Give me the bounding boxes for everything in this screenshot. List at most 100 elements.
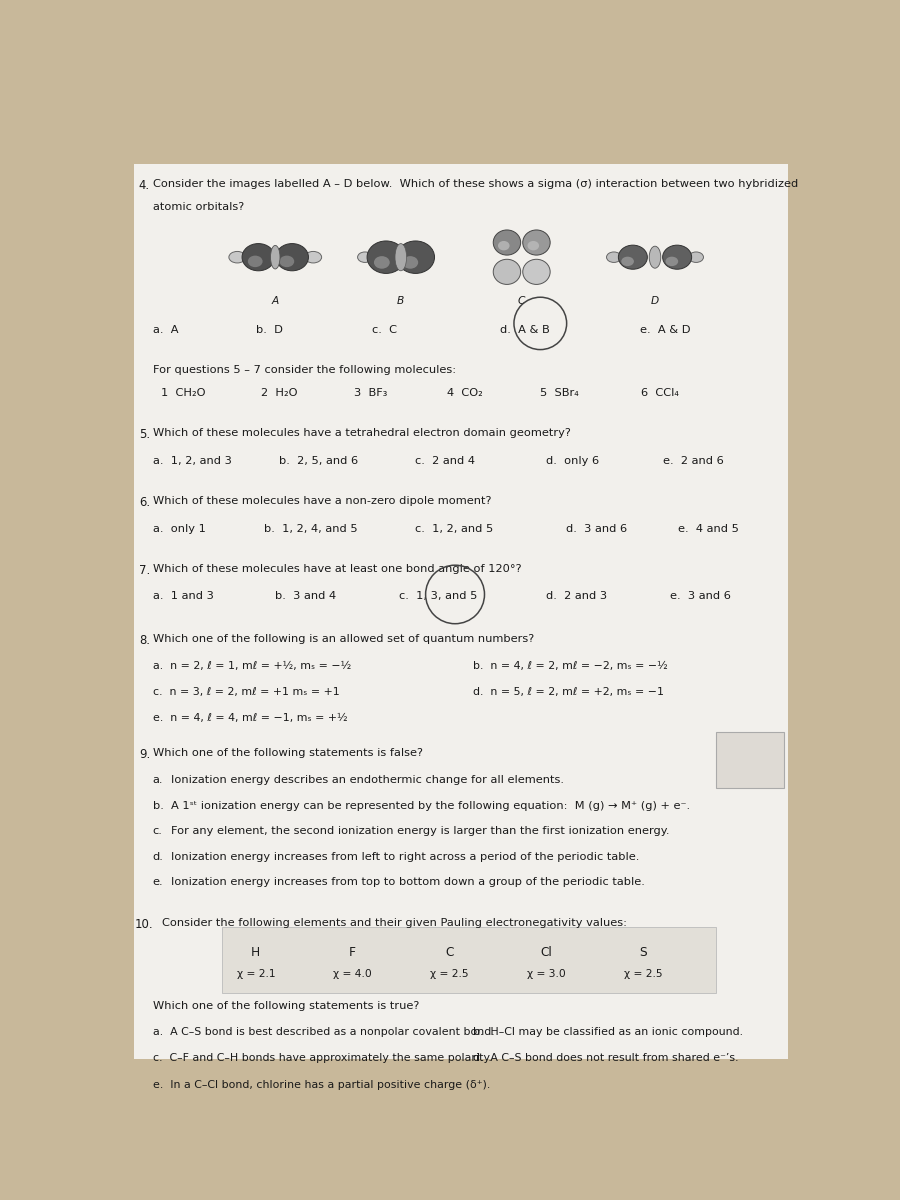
Text: d.  n = 5, ℓ = 2, mℓ = +2, mₛ = −1: d. n = 5, ℓ = 2, mℓ = +2, mₛ = −1 [472, 686, 664, 697]
Text: a.  only 1: a. only 1 [153, 523, 206, 534]
Text: e.  A & D: e. A & D [640, 325, 690, 335]
Text: Cl: Cl [541, 946, 553, 959]
Ellipse shape [493, 230, 520, 256]
Text: F: F [349, 946, 356, 959]
Ellipse shape [618, 245, 647, 269]
Text: e.  4 and 5: e. 4 and 5 [679, 523, 739, 534]
Text: C: C [518, 295, 526, 306]
Text: d.: d. [153, 852, 164, 862]
Ellipse shape [665, 257, 679, 266]
Ellipse shape [357, 252, 373, 263]
Ellipse shape [649, 246, 661, 268]
Text: S: S [640, 946, 647, 959]
Text: b.  3 and 4: b. 3 and 4 [275, 592, 337, 601]
Text: D: D [651, 295, 659, 306]
Text: 5  SBr₄: 5 SBr₄ [540, 388, 579, 398]
Ellipse shape [523, 259, 550, 284]
Text: e.  3 and 6: e. 3 and 6 [670, 592, 732, 601]
FancyBboxPatch shape [134, 164, 788, 1058]
Ellipse shape [493, 259, 520, 284]
Text: d.  3 and 6: d. 3 and 6 [566, 523, 627, 534]
Text: c.  2 and 4: c. 2 and 4 [415, 456, 475, 466]
Text: 9.: 9. [139, 748, 150, 761]
Ellipse shape [229, 252, 246, 263]
Text: 1  CH₂O: 1 CH₂O [160, 388, 205, 398]
Text: Which of these molecules have at least one bond angle of 120°?: Which of these molecules have at least o… [153, 564, 521, 574]
Text: c.: c. [153, 827, 163, 836]
Text: b.  2, 5, and 6: b. 2, 5, and 6 [279, 456, 358, 466]
Text: a.  1 and 3: a. 1 and 3 [153, 592, 213, 601]
FancyBboxPatch shape [716, 732, 785, 788]
Ellipse shape [662, 245, 691, 269]
Text: a.  A C–S bond is best described as a nonpolar covalent bond.: a. A C–S bond is best described as a non… [153, 1027, 494, 1037]
Text: c.  1, 3, and 5: c. 1, 3, and 5 [400, 592, 478, 601]
Text: e.  n = 4, ℓ = 4, mℓ = −1, mₛ = +½: e. n = 4, ℓ = 4, mℓ = −1, mₛ = +½ [153, 713, 347, 724]
Text: 3  BF₃: 3 BF₃ [355, 388, 388, 398]
Text: Which of these molecules have a tetrahedral electron domain geometry?: Which of these molecules have a tetrahed… [153, 428, 571, 438]
Text: χ = 2.5: χ = 2.5 [430, 968, 469, 979]
Text: c.  1, 2, and 5: c. 1, 2, and 5 [415, 523, 493, 534]
Text: Which one of the following statements is false?: Which one of the following statements is… [153, 748, 423, 757]
Text: 7.: 7. [139, 564, 150, 577]
Ellipse shape [271, 246, 280, 269]
Ellipse shape [280, 256, 294, 268]
Text: C: C [446, 946, 454, 959]
Text: b.  H–Cl may be classified as an ionic compound.: b. H–Cl may be classified as an ionic co… [472, 1027, 742, 1037]
Text: 10.: 10. [134, 918, 153, 931]
Text: b.: b. [153, 800, 164, 811]
Ellipse shape [242, 244, 274, 271]
Text: Consider the images labelled A – D below.  Which of these shows a sigma (σ) inte: Consider the images labelled A – D below… [153, 179, 798, 188]
Text: a.  n = 2, ℓ = 1, mℓ = +½, mₛ = −½: a. n = 2, ℓ = 1, mℓ = +½, mₛ = −½ [153, 661, 351, 671]
Text: B: B [397, 295, 404, 306]
FancyBboxPatch shape [221, 928, 716, 994]
Ellipse shape [527, 241, 539, 251]
Ellipse shape [367, 241, 405, 274]
Text: a.  1, 2, and 3: a. 1, 2, and 3 [153, 456, 231, 466]
Text: e.  2 and 6: e. 2 and 6 [662, 456, 724, 466]
Text: c.  C–F and C–H bonds have approximately the same polarity.: c. C–F and C–H bonds have approximately … [153, 1054, 491, 1063]
Ellipse shape [523, 230, 550, 256]
Text: H: H [251, 946, 260, 959]
Text: χ = 2.5: χ = 2.5 [624, 968, 662, 979]
Ellipse shape [688, 252, 704, 263]
Ellipse shape [397, 241, 435, 274]
Text: χ = 4.0: χ = 4.0 [333, 968, 372, 979]
Text: b.  D: b. D [256, 325, 283, 335]
Text: a.  A: a. A [153, 325, 178, 335]
Text: 5.: 5. [139, 428, 150, 442]
Text: c.  n = 3, ℓ = 2, mℓ = +1 mₛ = +1: c. n = 3, ℓ = 2, mℓ = +1 mₛ = +1 [153, 686, 339, 697]
Text: atomic orbitals?: atomic orbitals? [153, 202, 244, 211]
Text: Which one of the following statements is true?: Which one of the following statements is… [153, 1001, 419, 1012]
Text: c.  C: c. C [372, 325, 397, 335]
Text: 6  CCl₄: 6 CCl₄ [641, 388, 679, 398]
Ellipse shape [402, 256, 418, 269]
Text: d.  only 6: d. only 6 [546, 456, 599, 466]
Text: χ = 3.0: χ = 3.0 [527, 968, 566, 979]
Text: b.  n = 4, ℓ = 2, mℓ = −2, mₛ = −½: b. n = 4, ℓ = 2, mℓ = −2, mₛ = −½ [472, 661, 668, 671]
Ellipse shape [248, 256, 263, 268]
Text: 4  CO₂: 4 CO₂ [447, 388, 483, 398]
Text: A: A [272, 295, 279, 306]
Text: χ = 2.1: χ = 2.1 [237, 968, 275, 979]
Text: e.  In a C–Cl bond, chlorine has a partial positive charge (δ⁺).: e. In a C–Cl bond, chlorine has a partia… [153, 1080, 490, 1090]
Text: a.: a. [153, 775, 163, 786]
Ellipse shape [621, 257, 634, 266]
Text: Ionization energy increases from top to bottom down a group of the periodic tabl: Ionization energy increases from top to … [171, 877, 644, 887]
Text: Ionization energy increases from left to right across a period of the periodic t: Ionization energy increases from left to… [171, 852, 639, 862]
Text: e.: e. [153, 877, 164, 887]
Ellipse shape [305, 252, 321, 263]
Ellipse shape [607, 252, 621, 263]
Text: 2  H₂O: 2 H₂O [261, 388, 298, 398]
Text: Ionization energy describes an endothermic change for all elements.: Ionization energy describes an endotherm… [171, 775, 563, 786]
Text: 8.: 8. [139, 634, 149, 647]
Ellipse shape [374, 256, 390, 269]
Text: d.  2 and 3: d. 2 and 3 [546, 592, 608, 601]
Text: For questions 5 – 7 consider the following molecules:: For questions 5 – 7 consider the followi… [153, 365, 456, 374]
Text: Which one of the following is an allowed set of quantum numbers?: Which one of the following is an allowed… [153, 634, 534, 643]
Ellipse shape [395, 244, 407, 271]
Text: For any element, the second ionization energy is larger than the first ionizatio: For any element, the second ionization e… [171, 827, 669, 836]
Ellipse shape [498, 241, 509, 251]
Ellipse shape [275, 244, 309, 271]
Text: d.  A C–S bond does not result from shared e⁻’s.: d. A C–S bond does not result from share… [472, 1054, 738, 1063]
Text: 6.: 6. [139, 496, 150, 509]
